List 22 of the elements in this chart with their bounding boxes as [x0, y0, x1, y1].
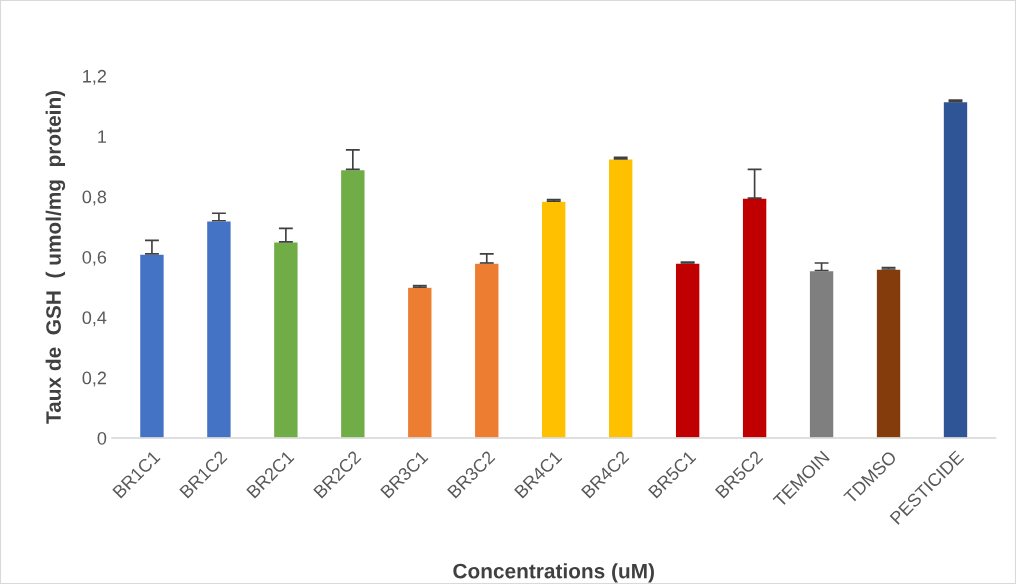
bar	[473, 262, 500, 438]
bar	[339, 168, 366, 438]
y-axis-title: Taux de GSH ( umol/mg protein)	[45, 90, 66, 424]
bar	[406, 286, 433, 438]
bar	[138, 253, 166, 438]
y-tick-label: 0	[97, 431, 107, 445]
bar	[272, 241, 299, 438]
y-tick-label: 1,2	[83, 69, 106, 85]
y-tick-label: 1	[98, 130, 107, 143]
y-tick-label: 0,8	[82, 190, 107, 206]
y-tick-label: 0,6	[82, 250, 107, 266]
bar	[741, 197, 768, 438]
bar	[875, 268, 902, 438]
bar	[674, 262, 701, 438]
bar	[808, 269, 835, 438]
bar	[607, 158, 634, 438]
x-axis-title: Concentrations (uM)	[453, 563, 654, 583]
y-tick-label: 0,4	[82, 311, 107, 327]
bar	[205, 220, 232, 438]
y-tick-label: 0,2	[82, 371, 106, 387]
bar	[942, 100, 969, 438]
bar	[540, 200, 567, 438]
